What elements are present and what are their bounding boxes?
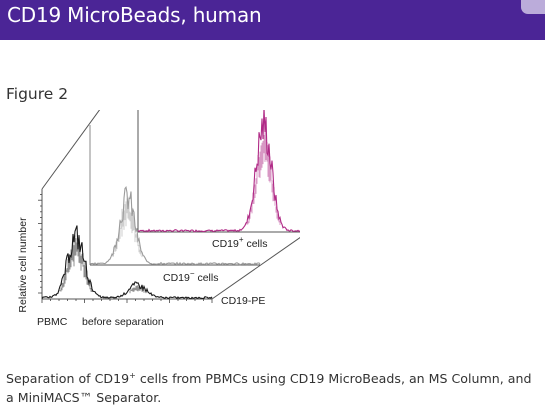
label-before-separation: before separation xyxy=(82,316,164,328)
series-label-cd19-negative-base: CD19 xyxy=(163,272,190,284)
histogram-series-0 xyxy=(137,110,300,233)
depth-line-top xyxy=(41,110,101,190)
series-label-cd19-positive-suffix: cells xyxy=(244,238,268,250)
y-axis-label: Relative cell number xyxy=(17,217,29,313)
histogram-series-1 xyxy=(89,186,261,266)
caption-part1: Separation of CD19 xyxy=(6,371,130,386)
banner-corner-decoration xyxy=(521,0,545,14)
chart-ticks xyxy=(38,194,213,303)
series-label-cd19-positive-base: CD19 xyxy=(212,238,239,250)
series-label-cd19-negative: CD19− cells xyxy=(163,269,218,284)
series-label-cd19-negative-suffix: cells xyxy=(195,272,219,284)
histogram-series-2 xyxy=(41,225,213,300)
page-title: CD19 MicroBeads, human xyxy=(7,3,262,27)
series-label-cd19-positive-sup: + xyxy=(239,235,244,244)
figure-caption: Separation of CD19+ cells from PBMCs usi… xyxy=(6,369,541,407)
figure-label: Figure 2 xyxy=(6,85,69,103)
caption-part2: cells from PBMCs using CD19 MicroBeads, … xyxy=(6,371,532,405)
label-pbmc: PBMC xyxy=(37,316,68,328)
series-label-cd19-negative-sup: − xyxy=(190,269,195,278)
chart-curves xyxy=(41,110,300,300)
x-axis-label: CD19-PE xyxy=(221,295,265,307)
header-banner: CD19 MicroBeads, human xyxy=(0,0,545,40)
series-label-cd19-positive: CD19+ cells xyxy=(212,235,267,250)
caption-sup: + xyxy=(129,371,136,380)
chart-frame xyxy=(41,110,300,300)
histogram-chart: Relative cell number CD19-PE PBMC before… xyxy=(17,110,300,328)
